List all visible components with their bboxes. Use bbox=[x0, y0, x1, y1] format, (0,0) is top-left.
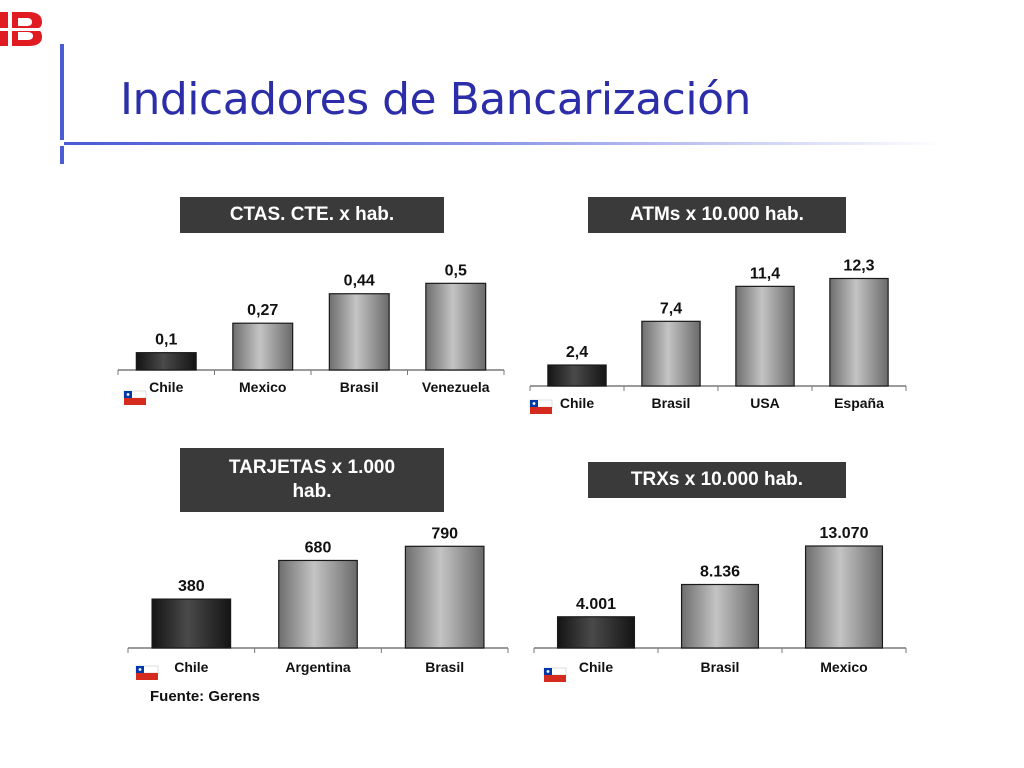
data-label: 11,4 bbox=[750, 265, 780, 282]
data-label: 790 bbox=[431, 525, 458, 542]
category-label: Brasil bbox=[652, 395, 691, 411]
bar-brasil bbox=[328, 293, 390, 371]
bar-brasil bbox=[680, 583, 760, 649]
category-label: Brasil bbox=[340, 379, 379, 395]
bar-chile bbox=[556, 616, 636, 649]
category-label: Mexico bbox=[239, 379, 286, 395]
chart-2: 2,4 Chile 7,4 Brasil 11,4 USA 12,3 España bbox=[529, 257, 907, 414]
data-label: 2,4 bbox=[566, 344, 588, 361]
category-label: Chile bbox=[560, 395, 594, 411]
chart-4: 4.001 Chile 8.136 Brasil 13.070 Mexico bbox=[533, 525, 907, 682]
category-label: Mexico bbox=[820, 659, 867, 675]
category-label: USA bbox=[750, 395, 780, 411]
title-accent-bar-small bbox=[60, 146, 64, 164]
chile-flag-icon bbox=[543, 667, 567, 682]
chart-title: CTAS. CTE. x hab. bbox=[180, 197, 444, 233]
chile-flag-icon bbox=[135, 665, 159, 680]
chart-title: TARJETAS x 1.000 hab. bbox=[180, 448, 444, 512]
bar-brasil bbox=[641, 320, 701, 387]
category-label: Argentina bbox=[285, 659, 351, 675]
data-label: 4.001 bbox=[576, 596, 616, 613]
ib-logo-icon bbox=[0, 12, 44, 46]
data-label: 0,5 bbox=[445, 262, 467, 279]
data-label: 8.136 bbox=[700, 564, 740, 581]
chart-3: 380 Chile 680 Argentina 790 Brasil bbox=[127, 525, 509, 680]
data-label: 0,44 bbox=[344, 273, 375, 290]
category-label: España bbox=[834, 395, 884, 411]
category-label: Chile bbox=[174, 659, 208, 675]
bar-mexico bbox=[804, 545, 884, 649]
bar-venezuela bbox=[425, 282, 487, 371]
bar-mexico bbox=[232, 322, 294, 371]
data-label: 0,1 bbox=[155, 332, 177, 349]
chile-flag-icon bbox=[123, 390, 147, 405]
category-label: Chile bbox=[579, 659, 613, 675]
category-label: Brasil bbox=[425, 659, 464, 675]
bar-chile bbox=[135, 352, 197, 371]
data-label: 13.070 bbox=[820, 525, 869, 542]
page-title: Indicadores de Bancarización bbox=[120, 74, 751, 125]
bar-argentina bbox=[278, 559, 358, 649]
category-label: Venezuela bbox=[422, 379, 490, 395]
bar-brasil bbox=[404, 545, 485, 649]
chart-title: TRXs x 10.000 hab. bbox=[588, 462, 846, 498]
chart-title: ATMs x 10.000 hab. bbox=[588, 197, 846, 233]
category-label: Brasil bbox=[701, 659, 740, 675]
bar-chile bbox=[151, 598, 232, 649]
bar-chile bbox=[547, 364, 607, 387]
data-label: 680 bbox=[305, 539, 332, 556]
title-accent-bar bbox=[60, 44, 64, 140]
bar-usa bbox=[735, 285, 795, 387]
data-label: 12,3 bbox=[843, 257, 874, 274]
bar-españa bbox=[829, 277, 889, 387]
category-label: Chile bbox=[149, 379, 183, 395]
data-label: 0,27 bbox=[247, 302, 278, 319]
chile-flag-icon bbox=[529, 399, 553, 414]
data-label: 7,4 bbox=[660, 300, 682, 317]
chart-1: 0,1 Chile 0,27 Mexico 0,44 Brasil 0,5 Venezuela bbox=[117, 262, 505, 405]
title-underline bbox=[64, 142, 944, 145]
source-note: Fuente: Gerens bbox=[150, 688, 261, 705]
data-label: 380 bbox=[178, 578, 205, 595]
